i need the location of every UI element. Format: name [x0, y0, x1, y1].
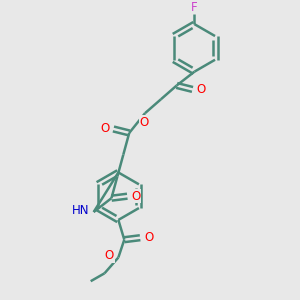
Text: O: O [140, 116, 149, 129]
Text: O: O [197, 83, 206, 96]
Text: O: O [131, 190, 141, 203]
Text: O: O [144, 231, 154, 244]
Text: O: O [105, 249, 114, 262]
Text: HN: HN [72, 203, 90, 217]
Text: O: O [100, 122, 109, 136]
Text: F: F [191, 1, 198, 14]
